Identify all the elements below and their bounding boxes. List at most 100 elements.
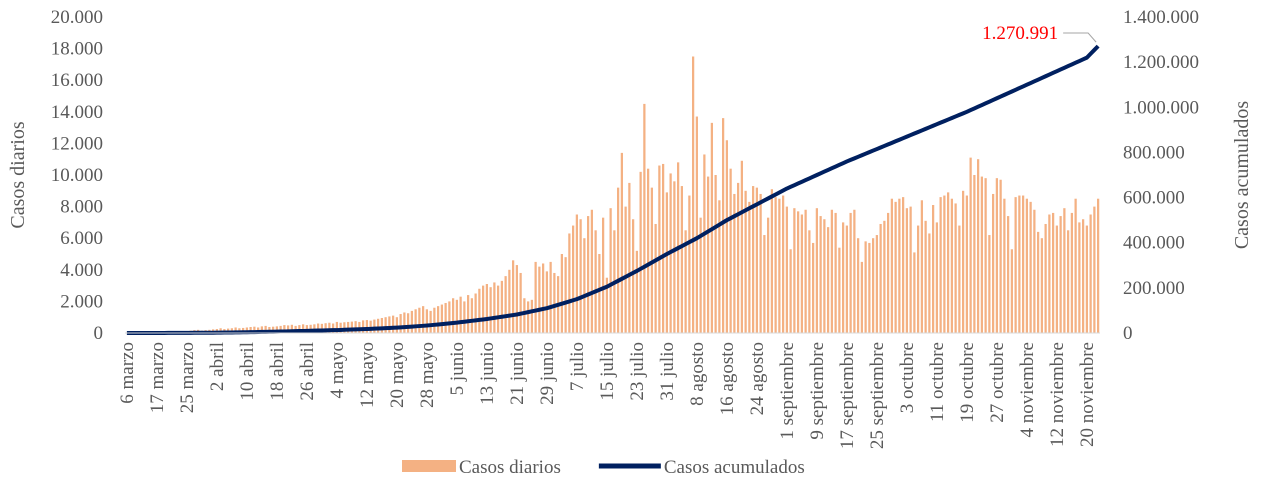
bar bbox=[872, 238, 875, 333]
bar bbox=[812, 242, 815, 333]
x-tick-label: 27 octubre bbox=[987, 342, 1008, 423]
bar bbox=[688, 195, 691, 333]
bar bbox=[898, 198, 901, 333]
bar bbox=[714, 175, 717, 333]
bar bbox=[950, 198, 953, 333]
bar bbox=[1010, 249, 1013, 333]
bar bbox=[999, 179, 1002, 333]
bar bbox=[512, 260, 515, 333]
bar bbox=[875, 235, 878, 333]
bar bbox=[725, 140, 728, 333]
bar bbox=[590, 209, 593, 333]
bar bbox=[969, 157, 972, 333]
bar bbox=[534, 261, 537, 333]
bar bbox=[1040, 238, 1043, 333]
x-tick-label: 24 agosto bbox=[747, 342, 768, 415]
bar bbox=[785, 206, 788, 333]
bar bbox=[947, 192, 950, 333]
bar bbox=[827, 227, 830, 333]
bar bbox=[988, 235, 991, 333]
bar bbox=[763, 235, 766, 333]
bar bbox=[1025, 198, 1028, 333]
bar bbox=[624, 206, 627, 333]
bar bbox=[463, 301, 466, 333]
bar bbox=[485, 284, 488, 333]
bar bbox=[373, 319, 376, 333]
bar bbox=[823, 219, 826, 333]
x-tick-label: 16 agosto bbox=[717, 342, 738, 415]
bar bbox=[782, 195, 785, 333]
bar bbox=[455, 299, 458, 333]
bar bbox=[793, 208, 796, 333]
bar bbox=[834, 212, 837, 333]
bar bbox=[808, 230, 811, 333]
bar bbox=[1085, 225, 1088, 333]
bar bbox=[774, 197, 777, 333]
bar bbox=[965, 195, 968, 333]
bar bbox=[962, 190, 965, 333]
bar bbox=[279, 325, 282, 333]
bar bbox=[665, 192, 668, 333]
y-tick-label: 16.000 bbox=[51, 70, 103, 91]
x-tick-label: 31 julio bbox=[657, 342, 678, 401]
bar bbox=[542, 263, 545, 333]
x-tick-label: 19 octubre bbox=[957, 342, 978, 423]
y-tick-label: 12.000 bbox=[51, 133, 103, 154]
bar bbox=[868, 242, 871, 333]
bar bbox=[939, 197, 942, 333]
bar bbox=[302, 324, 305, 333]
bar bbox=[1003, 198, 1006, 333]
bar bbox=[365, 320, 368, 333]
bar bbox=[883, 220, 886, 333]
bar bbox=[425, 309, 428, 333]
bar bbox=[662, 163, 665, 333]
bar bbox=[350, 321, 353, 333]
y-tick-label: 10.000 bbox=[51, 165, 103, 186]
x-tick-label: 29 junio bbox=[537, 342, 558, 405]
bar bbox=[339, 322, 342, 333]
bar bbox=[643, 103, 646, 334]
bar bbox=[752, 186, 755, 333]
bar bbox=[452, 298, 455, 333]
bar bbox=[920, 200, 923, 333]
y2-tick-label: 1.000.000 bbox=[1123, 97, 1199, 118]
bar bbox=[767, 217, 770, 333]
bar bbox=[264, 325, 267, 333]
bar bbox=[849, 212, 852, 333]
bar bbox=[388, 316, 391, 333]
y-tick-label: 4.000 bbox=[60, 260, 103, 281]
bar bbox=[497, 285, 500, 333]
bar bbox=[1055, 225, 1058, 333]
bar bbox=[260, 326, 263, 333]
bar bbox=[1097, 198, 1100, 333]
bar bbox=[778, 198, 781, 333]
bar bbox=[377, 318, 380, 333]
bar bbox=[684, 230, 687, 333]
y-axis-title: Casos diarios bbox=[7, 121, 29, 228]
x-tick-label: 17 marzo bbox=[147, 342, 168, 413]
bar bbox=[853, 209, 856, 333]
y2-tick-label: 1.200.000 bbox=[1123, 52, 1199, 73]
x-tick-label: 4 mayo bbox=[327, 342, 348, 398]
x-tick-label: 9 septiembre bbox=[807, 342, 828, 440]
x-tick-label: 10 abril bbox=[237, 342, 258, 401]
bar bbox=[414, 309, 417, 333]
bar bbox=[335, 321, 338, 333]
y-tick-label: 6.000 bbox=[60, 228, 103, 249]
bar bbox=[864, 241, 867, 333]
x-tick-label: 11 octubre bbox=[927, 342, 948, 422]
bar bbox=[770, 189, 773, 333]
bar bbox=[253, 326, 256, 333]
x-tick-label: 28 mayo bbox=[417, 342, 438, 408]
y-tick-label: 18.000 bbox=[51, 39, 103, 60]
bar bbox=[354, 321, 357, 333]
bar bbox=[620, 152, 623, 333]
annotation-leader bbox=[1063, 32, 1097, 43]
x-tick-label: 6 marzo bbox=[117, 342, 138, 404]
bar bbox=[328, 322, 331, 333]
bar bbox=[553, 272, 556, 333]
x-tick-label: 12 mayo bbox=[357, 342, 378, 408]
x-tick-label: 25 marzo bbox=[177, 342, 198, 413]
